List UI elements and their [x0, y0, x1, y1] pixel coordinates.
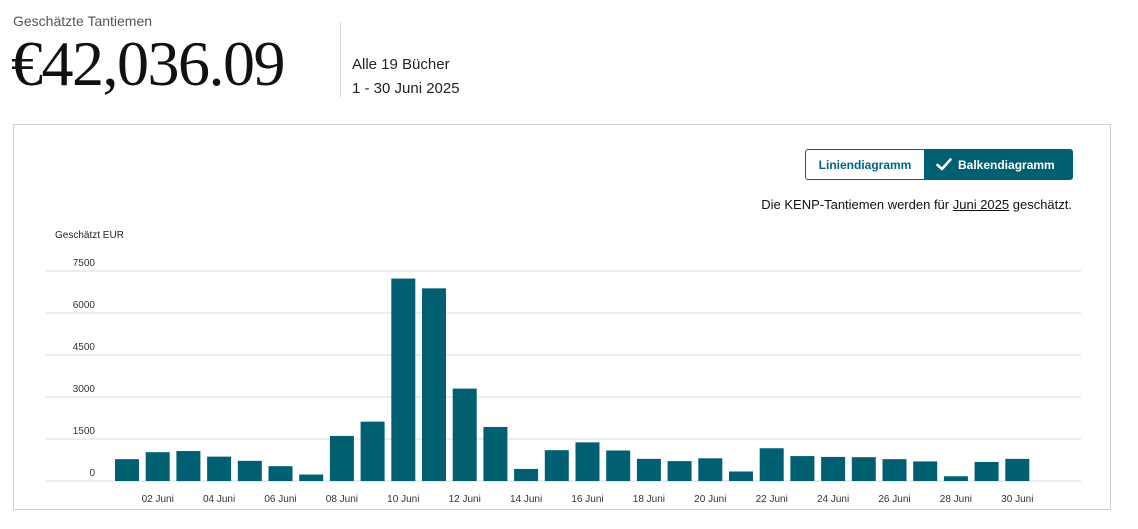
bar[interactable]	[391, 278, 416, 481]
note-month-link[interactable]: Juni 2025	[952, 197, 1010, 212]
bar[interactable]	[299, 474, 324, 481]
total-royalties-value: €42,036.09	[11, 28, 286, 99]
x-tick-label: 28 Juni	[940, 494, 972, 505]
gridlines	[45, 270, 1081, 482]
bar[interactable]	[575, 442, 600, 481]
bar[interactable]	[943, 476, 968, 481]
bar[interactable]	[360, 421, 385, 481]
bar[interactable]	[1005, 458, 1030, 481]
line-chart-button[interactable]: Liniendiagramm	[805, 149, 925, 180]
bar[interactable]	[452, 388, 477, 481]
book-scope: Alle 19 Bücher	[352, 56, 450, 73]
x-tick-label: 10 Juni	[387, 494, 419, 505]
bars	[115, 278, 1030, 481]
bar[interactable]	[698, 458, 723, 481]
bar[interactable]	[974, 461, 999, 481]
bar[interactable]	[913, 461, 938, 481]
x-tick-label: 08 Juni	[326, 494, 358, 505]
chart-type-toggle: Liniendiagramm Balkendiagramm	[805, 149, 1073, 180]
x-tick-label: 02 Juni	[142, 494, 174, 505]
y-tick-labels: 0 1500 3000 4500 6000 7500	[73, 258, 96, 479]
bar[interactable]	[759, 448, 784, 481]
x-tick-label: 26 Juni	[878, 494, 910, 505]
checkmark-icon	[936, 158, 952, 171]
bar[interactable]	[176, 451, 201, 481]
bar[interactable]	[851, 457, 876, 481]
x-tick-label: 06 Juni	[264, 494, 296, 505]
bar[interactable]	[636, 458, 661, 481]
x-tick-label: 24 Juni	[817, 494, 849, 505]
x-tick-label: 16 Juni	[571, 494, 603, 505]
y-tick-label: 0	[89, 468, 95, 479]
bar[interactable]	[514, 468, 539, 481]
y-axis-label: Geschätzt EUR	[55, 230, 124, 241]
chart-panel	[13, 124, 1111, 510]
bar[interactable]	[145, 452, 170, 481]
date-range: 1 - 30 Juni 2025	[352, 80, 460, 97]
x-tick-label: 04 Juni	[203, 494, 235, 505]
x-tick-label: 20 Juni	[694, 494, 726, 505]
bar[interactable]	[606, 450, 631, 481]
bar[interactable]	[790, 456, 815, 481]
y-tick-label: 1500	[73, 426, 96, 437]
bar[interactable]	[821, 456, 846, 481]
summary-header: Geschätzte Tantiemen €42,036.09 Alle 19 …	[0, 0, 1138, 115]
kenp-estimate-note: Die KENP-Tantiemen werden für Juni 2025 …	[761, 197, 1072, 212]
bar[interactable]	[268, 466, 293, 481]
x-tick-label: 22 Juni	[756, 494, 788, 505]
bar[interactable]	[667, 461, 692, 481]
y-tick-label: 3000	[73, 384, 96, 395]
x-tick-label: 18 Juni	[633, 494, 665, 505]
bar[interactable]	[115, 459, 139, 481]
bar[interactable]	[207, 456, 232, 481]
x-tick-labels: 02 Juni 04 Juni 06 Juni 08 Juni 10 Juni 12 Ju…	[142, 494, 1034, 505]
note-prefix: Die KENP-Tantiemen werden für	[761, 197, 953, 212]
y-tick-label: 7500	[73, 258, 96, 269]
bar-chart-button-label: Balkendiagramm	[958, 157, 1055, 172]
bar[interactable]	[237, 460, 262, 481]
y-tick-label: 6000	[73, 300, 96, 311]
x-tick-label: 12 Juni	[449, 494, 481, 505]
y-tick-label: 4500	[73, 342, 96, 353]
bar[interactable]	[729, 471, 753, 481]
x-tick-label: 14 Juni	[510, 494, 542, 505]
header-divider	[340, 22, 341, 97]
estimated-royalties-label: Geschätzte Tantiemen	[13, 13, 153, 29]
bar-chart-button[interactable]: Balkendiagramm	[925, 149, 1073, 180]
note-suffix: geschätzt.	[1009, 197, 1072, 212]
bar[interactable]	[483, 426, 508, 481]
bar[interactable]	[544, 450, 569, 481]
x-tick-label: 30 Juni	[1001, 494, 1033, 505]
bar[interactable]	[422, 288, 446, 481]
bar[interactable]	[329, 435, 354, 481]
bar[interactable]	[882, 459, 907, 481]
